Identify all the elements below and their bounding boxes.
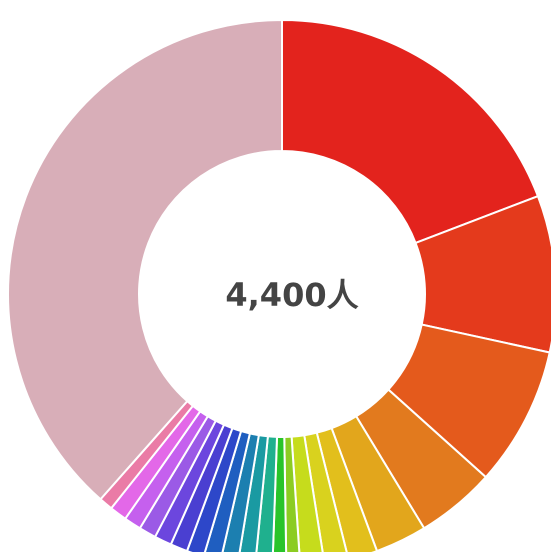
donut-slices [7, 18, 551, 552]
center-total-label: 4,400人 [225, 276, 358, 314]
donut-slice-1[interactable] [281, 18, 540, 245]
donut-slice-22[interactable] [7, 18, 283, 501]
